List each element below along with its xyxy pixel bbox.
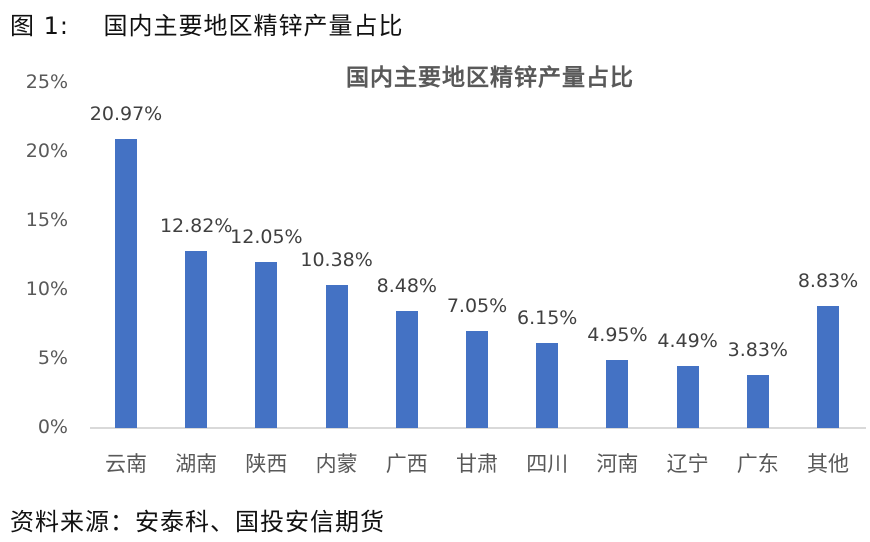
- x-axis-baseline: [90, 427, 866, 429]
- data-label: 3.83%: [727, 339, 788, 362]
- bar: [466, 330, 488, 428]
- y-tick-label: 20%: [25, 140, 68, 162]
- x-tick-label: 陕西: [245, 452, 288, 476]
- source-note: 资料来源：安泰科、国投安信期货: [10, 508, 385, 536]
- x-tick-label: 内蒙: [315, 452, 358, 476]
- x-tick-label: 云南: [105, 452, 147, 476]
- data-label: 4.49%: [657, 330, 718, 353]
- bar: [817, 306, 839, 428]
- bar: [325, 284, 348, 428]
- bar: [115, 138, 137, 428]
- data-label: 8.48%: [376, 274, 437, 297]
- bar: [185, 251, 208, 428]
- x-tick-label: 广西: [385, 452, 428, 476]
- bar: [606, 359, 629, 428]
- y-tick-label: 0%: [37, 416, 68, 438]
- x-tick-label: 湖南: [175, 452, 218, 476]
- y-tick-label: 10%: [25, 278, 68, 300]
- x-tick-label: 四川: [526, 452, 569, 476]
- data-label: 7.05%: [446, 294, 508, 317]
- data-label: 6.15%: [517, 307, 578, 330]
- data-label: 10.38%: [300, 248, 373, 271]
- data-label: 12.82%: [159, 215, 233, 238]
- bar: [255, 261, 278, 428]
- y-tick-label: 15%: [25, 209, 68, 231]
- data-label: 20.97%: [89, 102, 163, 125]
- data-label: 8.83%: [797, 270, 859, 293]
- x-tick-label: 河南: [596, 452, 639, 476]
- x-tick-label: 辽宁: [666, 452, 709, 476]
- bar: [746, 375, 769, 428]
- figure-caption: 图 1: 国内主要地区精锌产量占比: [10, 12, 404, 40]
- x-tick-label: 广东: [736, 452, 779, 476]
- y-tick-label: 25%: [25, 71, 68, 93]
- bar: [395, 310, 418, 428]
- data-label: 4.95%: [587, 323, 648, 346]
- chart-title: 国内主要地区精锌产量占比: [346, 65, 634, 91]
- x-tick-label: 甘肃: [456, 452, 498, 476]
- bar: [676, 366, 699, 428]
- x-tick-label: 其他: [807, 452, 849, 476]
- data-label: 12.05%: [230, 225, 303, 248]
- bar: [536, 343, 559, 428]
- y-tick-label: 5%: [37, 347, 68, 369]
